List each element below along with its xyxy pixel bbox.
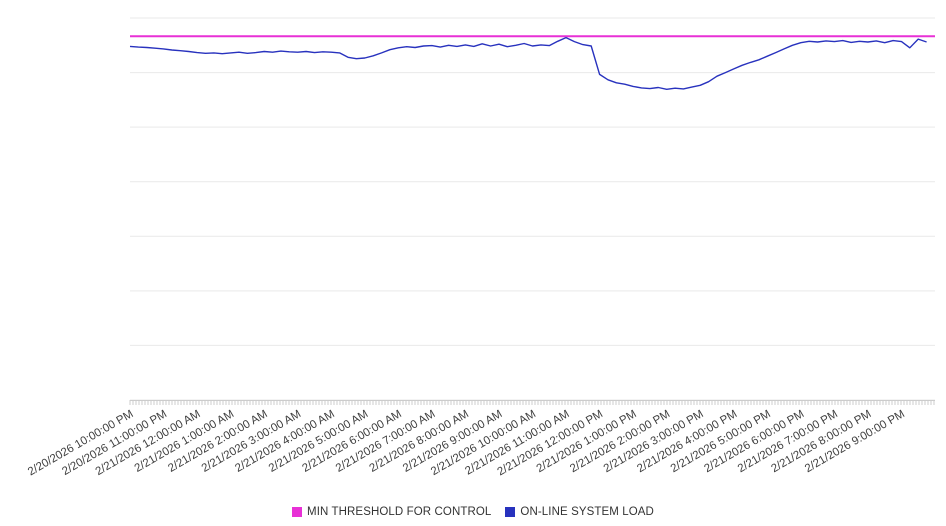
legend-item-online-system-load[interactable]: ON-LINE SYSTEM LOAD: [505, 506, 654, 518]
chart-svg[interactable]: 2/20/2026 10:00:00 PM2/20/2026 11:00:00 …: [0, 0, 946, 486]
legend-item-min-threshold[interactable]: MIN THRESHOLD FOR CONTROL: [292, 506, 491, 518]
legend-label-min-threshold: MIN THRESHOLD FOR CONTROL: [307, 506, 492, 518]
legend-label-online-system-load: ON-LINE SYSTEM LOAD: [520, 506, 654, 518]
legend-swatch-min-threshold: [292, 507, 303, 517]
legend-swatch-online-system-load: [505, 507, 516, 517]
chart-legend: MIN THRESHOLD FOR CONTROL ON-LINE SYSTEM…: [0, 506, 946, 518]
